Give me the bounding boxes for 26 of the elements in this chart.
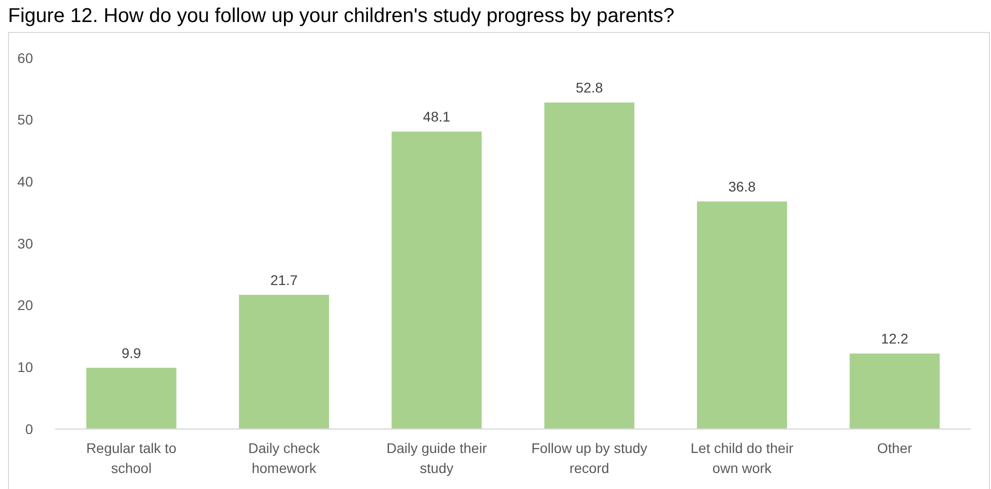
bar	[86, 368, 176, 429]
x-tick-label: Let child do their own work	[690, 440, 794, 476]
y-tick-label: 20	[17, 297, 34, 314]
y-tick-label: 50	[17, 112, 34, 128]
data-label: 36.8	[728, 178, 756, 194]
x-tick-label: Regular talk to school	[86, 440, 177, 476]
bar	[238, 294, 330, 429]
chart-title: Figure 12. How do you follow up your children's study progress by parents?	[8, 5, 674, 27]
data-label: 21.7	[270, 272, 298, 288]
y-tick-label: 40	[17, 174, 34, 190]
data-label: 52.8	[576, 80, 604, 96]
bar	[850, 354, 940, 429]
y-tick-label: 10	[17, 359, 34, 376]
x-tick-label: Daily guide their study	[386, 440, 488, 476]
data-label: 12.2	[881, 330, 909, 347]
x-tick-label: Daily check homework	[248, 440, 321, 476]
x-tick-label: Other	[877, 440, 913, 456]
data-label: 9.9	[122, 344, 142, 361]
y-tick-label: 30	[17, 235, 34, 252]
data-label: 48.1	[423, 108, 451, 125]
bar	[544, 102, 634, 429]
bar	[696, 201, 788, 429]
y-tick-label: 0	[25, 420, 34, 437]
x-tick-label: Follow up by study record	[531, 440, 648, 476]
bar	[392, 132, 482, 429]
y-tick-label: 60	[17, 50, 34, 66]
